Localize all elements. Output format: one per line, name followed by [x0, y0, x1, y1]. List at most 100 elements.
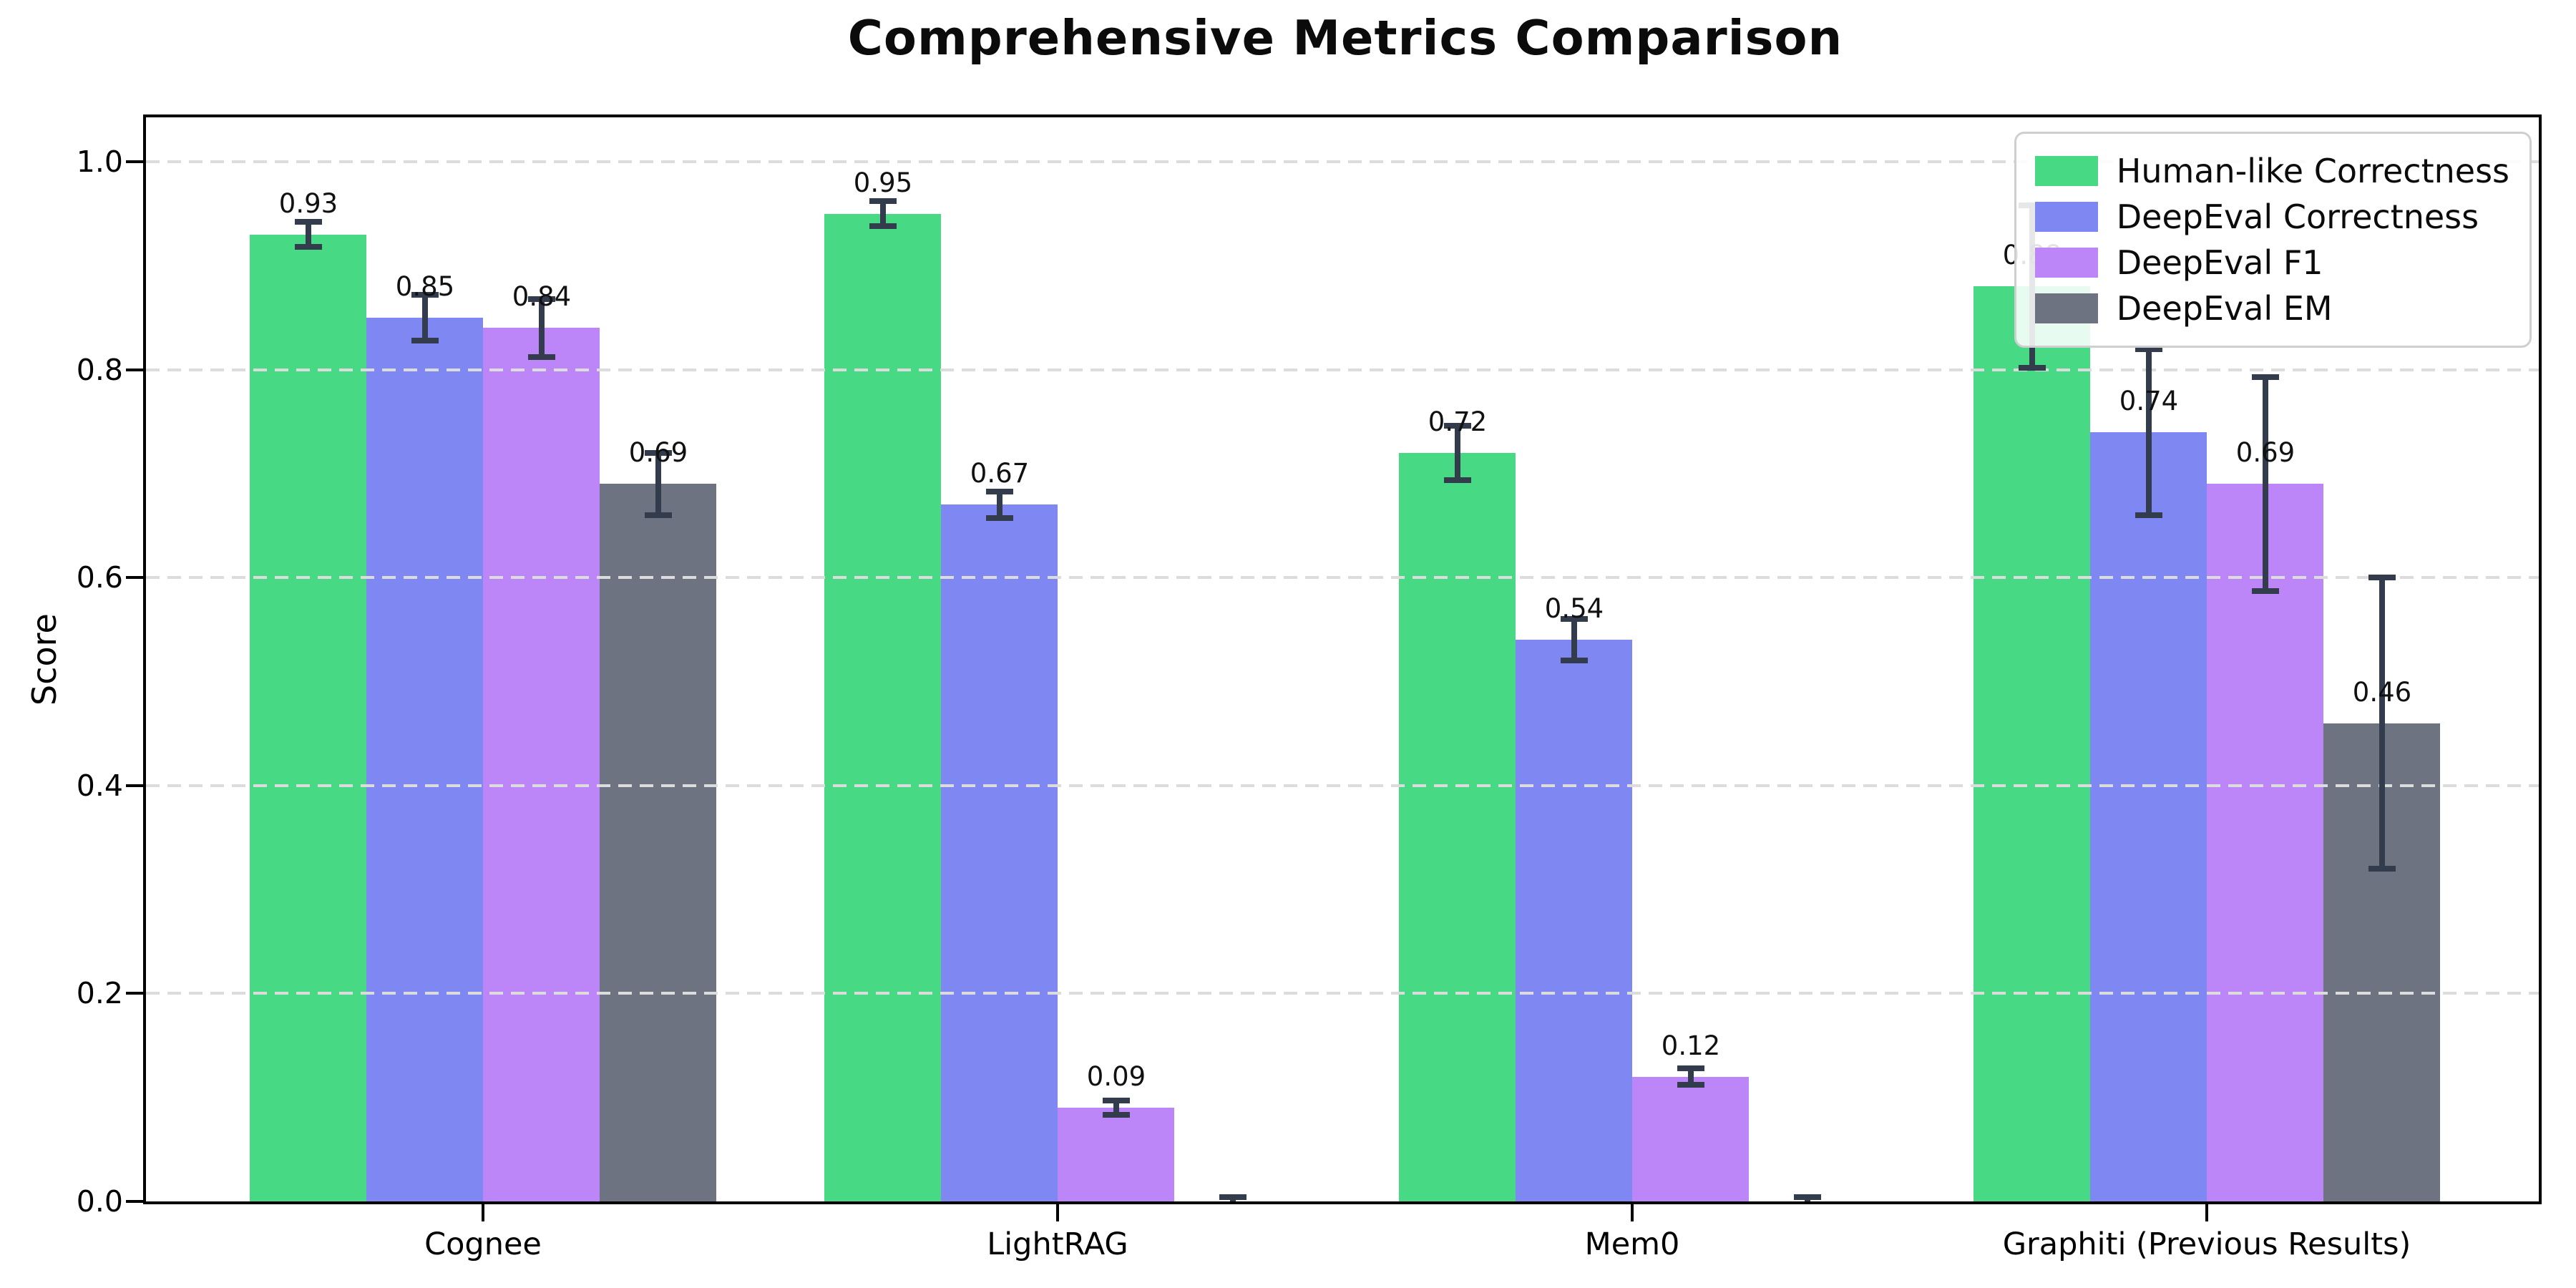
- bar-value-label: 0.46: [2352, 677, 2412, 708]
- error-bar: [880, 201, 886, 226]
- y-tick: [126, 368, 143, 371]
- bar: [1632, 1077, 1749, 1201]
- error-bar: [1571, 619, 1577, 660]
- error-bar-cap: [2368, 866, 2396, 872]
- error-bar-cap: [2368, 575, 2396, 580]
- gridline: [146, 576, 2539, 580]
- legend-swatch: [2034, 293, 2098, 323]
- bar: [824, 214, 941, 1201]
- bar-value-label: 0.72: [1428, 406, 1488, 437]
- bar-value-label: 0.84: [512, 281, 572, 312]
- y-tick-label: 0.8: [76, 352, 123, 387]
- error-bar: [1455, 426, 1460, 480]
- chart-title: Comprehensive Metrics Comparison: [847, 10, 1843, 66]
- x-tick-label: Cognee: [424, 1226, 542, 1262]
- error-bar-cap: [869, 198, 897, 204]
- bar-value-label: 0.69: [2235, 437, 2296, 468]
- error-bar-cap: [295, 219, 322, 225]
- error-bar-cap: [1444, 423, 1471, 429]
- error-bar-cap: [1561, 658, 1588, 663]
- bar-value-label: 0.54: [1544, 593, 1604, 624]
- legend-swatch: [2034, 248, 2098, 278]
- y-tick: [126, 576, 143, 580]
- error-bar-cap: [1794, 1194, 1821, 1200]
- error-bar: [2146, 349, 2152, 515]
- x-tick-label: Mem0: [1584, 1226, 1680, 1262]
- error-bar-cap: [869, 223, 897, 229]
- legend-label: DeepEval EM: [2116, 289, 2333, 328]
- error-bar-cap: [986, 515, 1013, 521]
- error-bar: [306, 222, 311, 247]
- x-tick: [482, 1204, 484, 1221]
- bar-value-label: 0.12: [1661, 1030, 1721, 1061]
- legend-swatch: [2034, 202, 2098, 232]
- x-tick: [2205, 1204, 2208, 1221]
- y-tick-label: 0.6: [76, 560, 123, 595]
- gridline: [146, 160, 2539, 163]
- y-tick-label: 0.4: [76, 768, 123, 803]
- error-bar-cap: [986, 489, 1013, 494]
- bar: [2090, 432, 2207, 1201]
- bar-value-label: 0.85: [395, 271, 455, 302]
- bar-value-label: 0.74: [2119, 386, 2179, 416]
- error-bar: [1113, 1101, 1119, 1115]
- gridline: [146, 992, 2539, 995]
- y-tick-label: 0.2: [76, 976, 123, 1011]
- bar: [1974, 286, 2090, 1201]
- x-tick-label: LightRAG: [987, 1226, 1128, 1262]
- legend-item: DeepEval Correctness: [2034, 194, 2509, 240]
- legend-item: DeepEval F1: [2034, 240, 2509, 286]
- error-bar: [539, 299, 545, 357]
- y-tick-label: 0.0: [76, 1184, 123, 1219]
- x-tick-label: Graphiti (Previous Results): [2002, 1226, 2411, 1262]
- legend-item: Human-like Correctness: [2034, 148, 2509, 194]
- bar-value-label: 0.69: [628, 437, 688, 468]
- error-bar-cap: [1103, 1112, 1130, 1118]
- gridline: [146, 368, 2539, 371]
- plot-area: Human-like Correctness DeepEval Correctne…: [143, 114, 2542, 1204]
- bar: [366, 318, 483, 1201]
- error-bar-cap: [1444, 477, 1471, 483]
- error-bar: [655, 453, 661, 515]
- y-tick: [126, 784, 143, 787]
- error-bar-cap: [1561, 616, 1588, 622]
- error-bar-cap: [645, 512, 672, 518]
- y-tick: [126, 160, 143, 163]
- legend-item: DeepEval EM: [2034, 286, 2509, 331]
- gridline: [146, 784, 2539, 787]
- bar-value-label: 0.67: [970, 458, 1030, 489]
- y-tick: [126, 1200, 143, 1203]
- legend: Human-like Correctness DeepEval Correctne…: [2014, 132, 2532, 348]
- error-bar-cap: [1677, 1082, 1704, 1088]
- error-bar-cap: [1677, 1065, 1704, 1071]
- y-tick: [126, 992, 143, 995]
- bar: [941, 504, 1058, 1201]
- bar: [1399, 453, 1516, 1201]
- error-bar-cap: [411, 338, 439, 343]
- legend-label: DeepEval Correctness: [2116, 197, 2479, 236]
- x-tick: [1631, 1204, 1634, 1221]
- bar-value-label: 0.09: [1086, 1061, 1146, 1092]
- legend-label: DeepEval F1: [2116, 243, 2323, 282]
- bar: [2207, 484, 2323, 1201]
- error-bar: [2379, 577, 2385, 869]
- error-bar: [997, 491, 1002, 518]
- error-bar-cap: [2252, 588, 2279, 594]
- bar: [1516, 640, 1632, 1201]
- legend-swatch: [2034, 156, 2098, 186]
- bar-value-label: 0.93: [278, 188, 338, 219]
- error-bar-cap: [295, 244, 322, 250]
- bar: [250, 235, 366, 1201]
- error-bar-cap: [528, 354, 555, 360]
- error-bar-cap: [1103, 1098, 1130, 1103]
- error-bar: [422, 295, 428, 341]
- error-bar-cap: [528, 296, 555, 302]
- bar: [600, 484, 716, 1201]
- error-bar: [1688, 1068, 1694, 1085]
- error-bar-cap: [645, 450, 672, 456]
- bar: [483, 328, 600, 1201]
- legend-label: Human-like Correctness: [2116, 152, 2509, 190]
- error-bar-cap: [411, 292, 439, 298]
- y-tick-label: 1.0: [76, 145, 123, 179]
